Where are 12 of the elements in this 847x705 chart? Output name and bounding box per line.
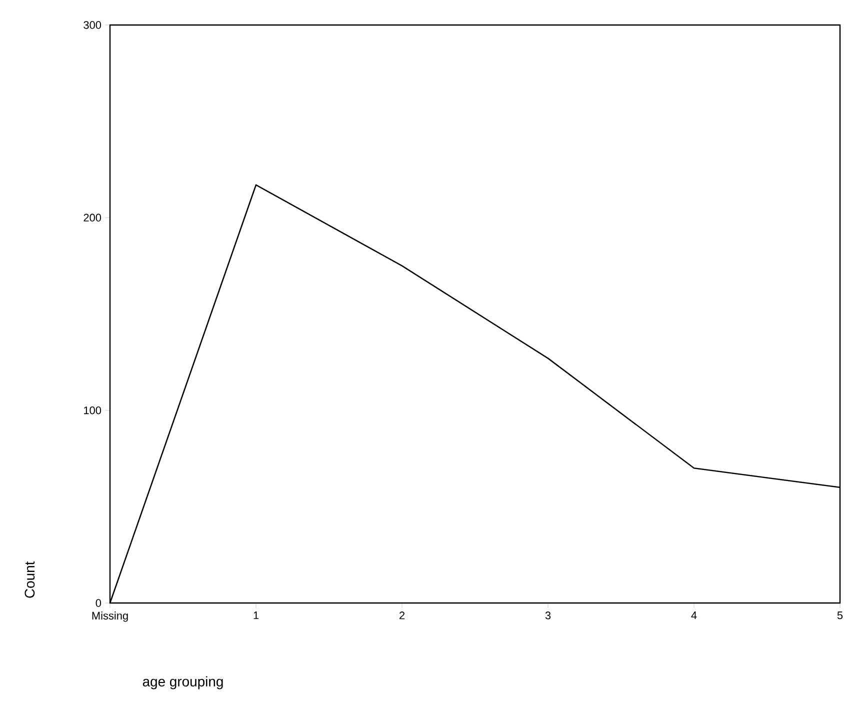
y-tick-label: 0 <box>96 599 102 607</box>
y-tick-label: 100 <box>84 406 102 414</box>
y-axis-title: Count <box>24 561 35 598</box>
x-tick-label: 5 <box>837 612 843 620</box>
x-tick-label: 3 <box>545 612 551 620</box>
x-tick-label: 4 <box>691 612 697 620</box>
x-tick-label: 2 <box>400 612 404 620</box>
x-axis-title: age grouping <box>142 676 223 690</box>
y-tick-label: 200 <box>84 214 102 222</box>
x-tick-label: Missing <box>92 612 128 622</box>
x-tick-label: 1 <box>254 612 259 620</box>
y-tick-label: 300 <box>84 21 102 29</box>
